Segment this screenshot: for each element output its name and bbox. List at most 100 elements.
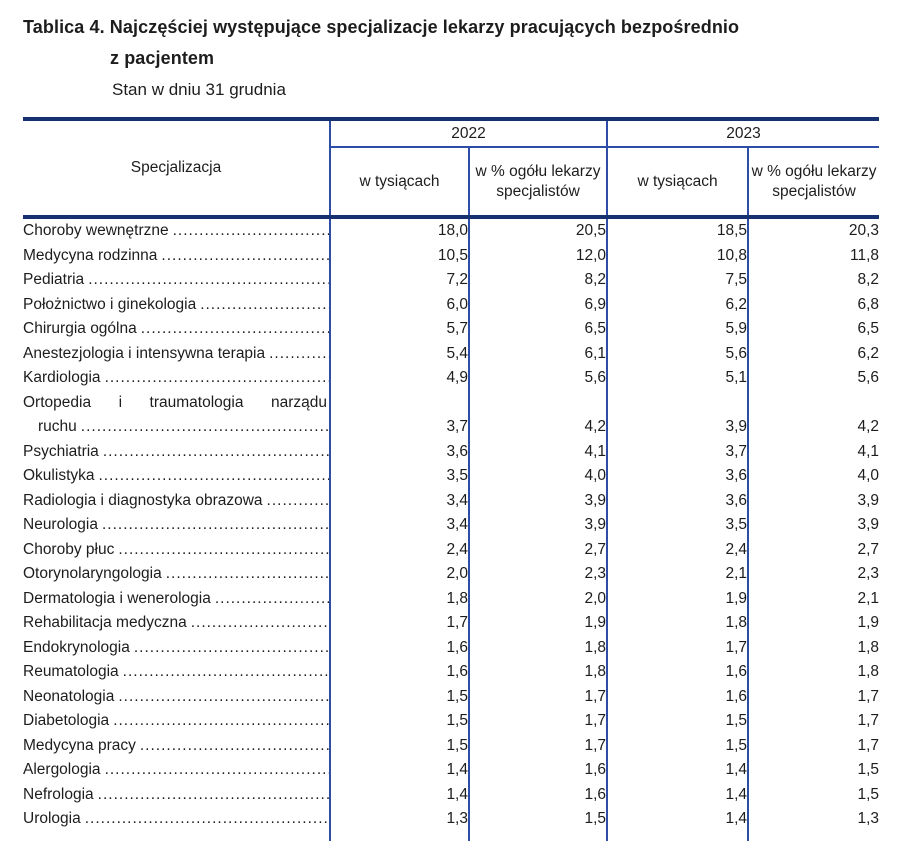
row-label-cont: ruchu bbox=[38, 418, 77, 435]
table-row: Neurologia3,43,93,53,9 bbox=[23, 513, 880, 538]
row-value: 1,7 bbox=[747, 684, 880, 709]
row-value: 3,9 bbox=[747, 513, 880, 538]
row-value: 11,8 bbox=[747, 243, 880, 268]
row-value: 2,4 bbox=[606, 537, 749, 562]
row-label-cell: Okulistyka bbox=[23, 464, 330, 489]
dot-leader bbox=[141, 317, 329, 342]
row-value: 6,5 bbox=[747, 317, 880, 342]
row-label: Psychiatria bbox=[23, 442, 99, 460]
row-value: 1,6 bbox=[606, 660, 749, 685]
row-value: 3,9 bbox=[467, 488, 608, 513]
row-value: 1,5 bbox=[747, 758, 880, 783]
dot-leader bbox=[269, 342, 329, 367]
dot-leader bbox=[161, 244, 329, 269]
row-value: 1,7 bbox=[467, 733, 608, 758]
row-value: 1,8 bbox=[747, 660, 880, 685]
row-value: 2,4 bbox=[329, 537, 469, 562]
row-value: 3,6 bbox=[606, 488, 749, 513]
row-value: 1,4 bbox=[329, 758, 469, 783]
row-value: 1,3 bbox=[747, 807, 880, 832]
row-value: 1,4 bbox=[329, 782, 469, 807]
dot-leader bbox=[140, 734, 329, 759]
row-value: 7,2 bbox=[329, 268, 469, 293]
row-value: 4,2 bbox=[747, 390, 880, 440]
dot-leader bbox=[166, 562, 329, 587]
row-value: 1,5 bbox=[467, 807, 608, 832]
row-label-cell: Chirurgia ogólna bbox=[23, 317, 330, 342]
table-row: Diabetologia1,51,71,51,7 bbox=[23, 709, 880, 734]
row-label-cell: Reumatologia bbox=[23, 660, 330, 685]
row-value: 6,8 bbox=[747, 292, 880, 317]
row-label: Radiologia i diagnostyka obrazowa bbox=[23, 491, 263, 509]
row-value: 1,8 bbox=[467, 660, 608, 685]
row-value: 3,6 bbox=[606, 464, 749, 489]
row-label: Chirurgia ogólna bbox=[23, 320, 137, 337]
doc-title-line1: Tablica 4. Najczęściej występujące specj… bbox=[23, 17, 740, 37]
row-label: Endokrynologia bbox=[23, 638, 130, 656]
row-value: 2,0 bbox=[467, 586, 608, 611]
table-row: Choroby płuc2,42,72,42,7 bbox=[23, 537, 880, 562]
table-row: Endokrynologia1,61,81,71,8 bbox=[23, 635, 880, 660]
row-value: 1,5 bbox=[329, 709, 469, 734]
row-label: Ortopedia i traumatologia narządu bbox=[23, 393, 327, 411]
row-value: 8,2 bbox=[747, 268, 880, 293]
dot-leader bbox=[118, 685, 329, 710]
row-value: 1,6 bbox=[467, 782, 608, 807]
row-value: 10,8 bbox=[606, 243, 749, 268]
row-value: 4,9 bbox=[329, 366, 469, 391]
row-label: Rehabilitacja medyczna bbox=[23, 614, 187, 631]
table-row: Urologia1,31,51,41,3 bbox=[23, 807, 880, 832]
row-value: 3,5 bbox=[606, 513, 749, 538]
row-label-cell: Medycyna rodzinna bbox=[23, 244, 330, 269]
row-value: 2,3 bbox=[747, 562, 880, 587]
row-value: 6,5 bbox=[467, 317, 608, 342]
dot-leader bbox=[85, 807, 329, 832]
dot-leader bbox=[105, 758, 329, 783]
row-value: 1,5 bbox=[606, 733, 749, 758]
row-value: 1,7 bbox=[747, 733, 880, 758]
row-label: Diabetologia bbox=[23, 712, 110, 729]
row-value: 10,5 bbox=[329, 243, 469, 268]
table-filler-row bbox=[23, 831, 880, 841]
table-row: Medycyna rodzinna 10,512,010,811,8 bbox=[23, 243, 880, 269]
dot-leader bbox=[215, 587, 329, 612]
table-row: Radiologia i diagnostyka obrazowa3,43,93… bbox=[23, 488, 880, 514]
row-value: 3,7 bbox=[329, 390, 469, 440]
dot-leader bbox=[105, 366, 329, 391]
table-row: Alergologia1,41,61,41,5 bbox=[23, 758, 880, 783]
table-row: Psychiatria3,64,13,74,1 bbox=[23, 439, 880, 465]
row-value: 4,0 bbox=[747, 464, 880, 489]
row-value: 1,5 bbox=[606, 709, 749, 734]
row-label: Choroby wewnętrzne bbox=[23, 222, 169, 239]
table-body: Choroby wewnętrzne18,020,518,520,3Medycy… bbox=[23, 217, 880, 841]
row-value: 4,0 bbox=[467, 464, 608, 489]
dot-leader bbox=[99, 464, 330, 489]
row-value: 3,6 bbox=[329, 439, 469, 464]
row-label-cell: Choroby wewnętrzne bbox=[23, 217, 330, 244]
row-value: 1,6 bbox=[329, 635, 469, 660]
row-value: 1,7 bbox=[467, 709, 608, 734]
row-label: Okulistyka bbox=[23, 467, 95, 484]
row-label-cell: Dermatologia i wenerologia bbox=[23, 587, 330, 612]
row-label-cell: Kardiologia bbox=[23, 366, 330, 391]
row-value: 1,8 bbox=[606, 611, 749, 636]
row-value: 6,2 bbox=[606, 292, 749, 317]
row-value: 1,7 bbox=[606, 635, 749, 660]
doc-title: Tablica 4. Najczęściej występujące specj… bbox=[23, 12, 878, 74]
row-value: 1,4 bbox=[606, 782, 749, 807]
row-label-cell: Medycyna pracy bbox=[23, 734, 330, 759]
row-label-cell: Radiologia i diagnostyka obrazowa bbox=[23, 489, 330, 514]
table-row: Chirurgia ogólna5,76,55,96,5 bbox=[23, 317, 880, 342]
row-label-cell: Położnictwo i ginekologia bbox=[23, 293, 330, 318]
row-label-cell: Urologia bbox=[23, 807, 330, 832]
row-value: 5,6 bbox=[606, 341, 749, 366]
row-label: Urologia bbox=[23, 810, 81, 827]
row-value: 3,9 bbox=[606, 390, 749, 440]
row-label-cell: Psychiatria bbox=[23, 440, 330, 465]
row-label-cell: Alergologia bbox=[23, 758, 330, 783]
row-value: 18,0 bbox=[329, 217, 469, 244]
row-value: 2,3 bbox=[467, 562, 608, 587]
dot-leader bbox=[123, 660, 329, 685]
col-header-specjalizacja: Specjalizacja bbox=[23, 117, 330, 219]
row-label: Neurologia bbox=[23, 516, 98, 533]
